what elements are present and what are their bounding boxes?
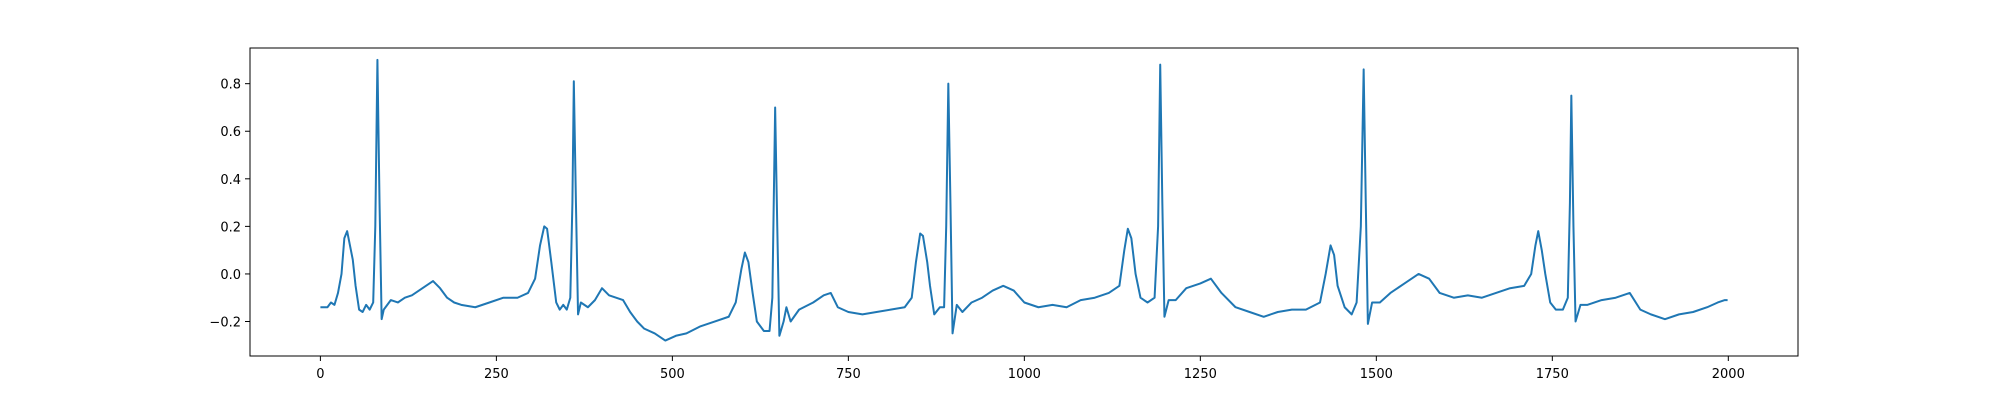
x-tick-label: 1750	[1536, 367, 1569, 382]
y-tick-label: 0.6	[220, 125, 241, 140]
y-tick-label: 0.0	[220, 268, 241, 283]
x-tick-label: 1500	[1360, 367, 1393, 382]
y-tick-label: 0.4	[220, 173, 241, 188]
x-tick-label: 1250	[1184, 367, 1217, 382]
x-tick-label: 250	[484, 367, 509, 382]
y-tick-label: 0.2	[220, 220, 241, 235]
plot-frame	[249, 47, 1799, 357]
x-tick-label: 750	[836, 367, 861, 382]
x-tick-label: 1000	[1008, 367, 1041, 382]
x-tick-label: 2000	[1712, 367, 1745, 382]
y-tick-label: 0.8	[220, 78, 241, 93]
x-tick-label: 0	[316, 367, 324, 382]
y-tick-label: −0.2	[209, 316, 241, 331]
line-series	[320, 58, 1728, 342]
x-tick-label: 500	[660, 367, 685, 382]
